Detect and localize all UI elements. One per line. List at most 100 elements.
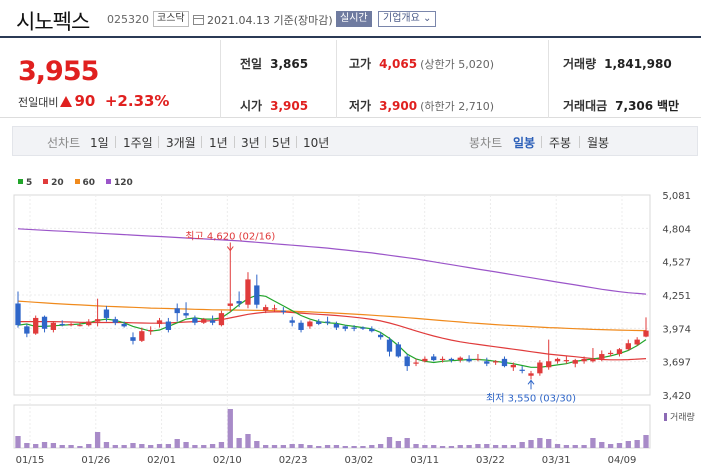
x-tick-label: 03/22 [476,455,505,466]
y-tick-label: 5,081 [662,191,691,202]
candle-body [563,360,570,362]
divider [220,40,221,118]
tab-monthly[interactable]: 월봉 [587,136,610,150]
volume-bar [130,443,136,448]
candle-body [280,310,287,312]
candle-body [15,303,21,326]
volume-bar [360,446,366,448]
candle-body [139,331,145,341]
legend-ma5: 5 [18,178,32,188]
price-panel: 3,955 전일대비 90 +2.33% [0,40,701,118]
volume-bar [404,438,410,448]
volume-bar [218,442,225,448]
volume-bar [510,445,516,448]
volume-bar [41,442,48,448]
volume-bar [201,445,207,448]
tab-1day[interactable]: 1일 [90,136,109,150]
candle-body [50,322,57,330]
candle-body [254,285,260,305]
candle-body [271,308,278,310]
tab-3year[interactable]: 3년 [241,136,260,150]
volume-bar [431,445,437,448]
tab-3month[interactable]: 3개월 [166,136,196,150]
tab-daily[interactable]: 일봉 [513,136,536,150]
volume-bar [68,445,74,448]
candle-body [156,320,163,324]
ma-legend: 5 20 60 120 [18,178,141,188]
tab-weekly[interactable]: 주봉 [549,136,572,150]
candle-body [289,320,295,323]
y-tick-label: 4,251 [662,291,691,302]
volume-bar [501,445,508,448]
volume-bar [519,442,525,448]
candle-body [41,316,48,329]
candle-body [324,321,331,323]
candle-body [333,323,340,328]
volume-bar [616,443,623,448]
volume-bar [245,434,251,448]
volume-bar [634,440,640,448]
legend-ma60: 60 [74,178,95,188]
volume-bar [625,441,631,448]
high-arrow-head [226,246,234,252]
x-tick-label: 02/01 [147,455,176,466]
candle-body [519,369,525,371]
tab-1year[interactable]: 1년 [209,136,228,150]
low-price: 저가 3,900 (하한가 2,710) [349,99,494,113]
candle-body [492,361,499,363]
candle-body [183,313,189,316]
ma120-line [17,228,647,295]
prev-close: 전일 3,865 [240,57,309,71]
stock-name: 시노펙스 [16,10,90,34]
volume-bar [307,445,313,448]
candle-body [174,308,180,314]
volume-bar [112,445,118,448]
volume-bar [94,432,101,448]
y-tick-label: 4,804 [662,224,691,235]
candle-body [86,321,92,326]
candle-body [413,362,419,364]
candle-body [148,329,154,332]
candle-body [634,339,640,345]
volume-bar [139,444,145,448]
volume-bar [581,445,587,448]
volume-bar [33,444,39,448]
company-overview-button[interactable]: 기업개요 ⌄ [378,11,437,27]
ma20-line [18,311,647,361]
tab-1week[interactable]: 1주일 [123,136,153,150]
volume-bar [271,445,278,448]
candle-body [377,334,384,338]
tab-5year[interactable]: 5년 [272,136,291,150]
volume-bar [537,438,543,448]
high-price: 고가 4,065 (상한가 5,020) [349,57,494,71]
x-tick-label: 04/09 [608,455,637,466]
realtime-button[interactable]: 실시간 [336,11,372,27]
volume-bar [563,445,570,448]
tab-10year[interactable]: 10년 [303,136,330,150]
amount-stat: 거래대금 7,306 백만 [563,99,680,113]
volume-bar [165,444,172,448]
candle-body [457,357,463,361]
y-tick-label: 3,420 [662,391,691,402]
candle-body [236,301,242,304]
x-tick-label: 02/10 [213,455,242,466]
candle-body [643,330,649,337]
y-tick-label: 3,697 [662,358,691,369]
x-tick-label: 03/11 [410,455,439,466]
high-annotation: 최고 4,620 (02/16) [185,231,275,243]
volume-bar [351,446,357,448]
stock-code: 025320 [107,13,149,26]
volume-bar [448,446,455,448]
x-tick-label: 01/26 [81,455,110,466]
up-triangle-icon [60,96,73,107]
candle-body [581,358,587,362]
volume-bar [316,446,322,448]
company-overview-label: 기업개요 [383,13,420,24]
stock-header: 시노펙스 025320 코스닥 2021.04.13 기준(장마감) 실시간 기… [0,0,701,38]
diff-rate: +2.33% [104,92,170,110]
volume-legend: 거래량 [664,410,695,423]
candle-body [537,362,543,374]
candle-body [607,352,614,355]
candle-body [616,349,623,355]
candle-body [528,373,534,376]
